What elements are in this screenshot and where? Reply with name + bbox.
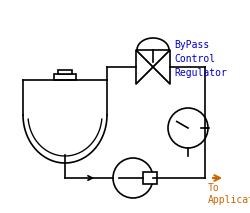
- Bar: [54, 74, 76, 80]
- Bar: [58, 70, 72, 74]
- Text: Regulator: Regulator: [174, 68, 227, 78]
- Text: ByPass: ByPass: [174, 40, 209, 50]
- Bar: [143, 172, 157, 184]
- Text: To
Application: To Application: [208, 183, 250, 205]
- Text: Control: Control: [174, 54, 215, 64]
